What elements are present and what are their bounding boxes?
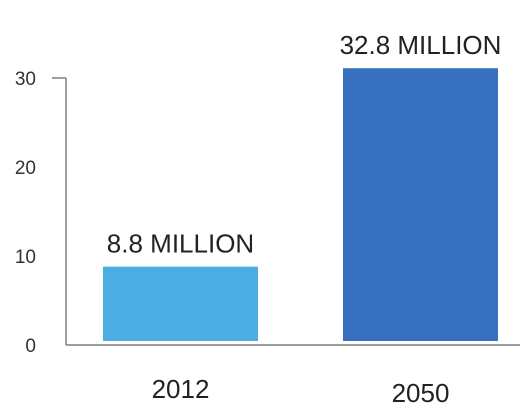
bar-2050 — [343, 68, 498, 342]
x-tick-label-2012: 2012 — [152, 374, 210, 404]
y-tick-label: 0 — [25, 336, 36, 357]
data-label-2050: 32.8 MILLION — [340, 30, 502, 60]
data-label-2012: 8.8 MILLION — [107, 229, 254, 259]
x-axis: 2012 2050 — [66, 344, 520, 408]
x-tick-label-2050: 2050 — [392, 378, 450, 408]
bar-2012 — [103, 266, 258, 341]
y-tick-label: 20 — [15, 158, 36, 179]
y-tick-label: 10 — [15, 247, 36, 268]
bars — [103, 68, 498, 342]
data-labels: 8.8 MILLION 32.8 MILLION — [107, 30, 502, 258]
y-axis: 0 10 20 30 — [15, 69, 67, 357]
y-tick-label: 30 — [15, 69, 36, 90]
